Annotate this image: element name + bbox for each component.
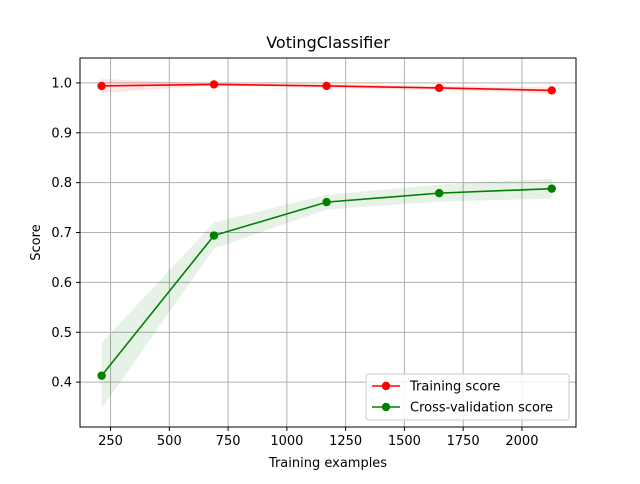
plot-frame: [79, 57, 577, 428]
x-axis-label: Training examples: [268, 456, 387, 471]
x-tick-label: 1500: [388, 434, 421, 449]
x-tick-label: 1250: [329, 434, 362, 449]
legend-label: Cross-validation score: [410, 401, 553, 416]
y-tick-label: 0.9: [51, 126, 72, 141]
x-tick-label: 1750: [447, 434, 480, 449]
legend: Training score Cross-validation score: [365, 373, 570, 421]
data-point: [209, 231, 219, 240]
y-tick-label: 0.8: [51, 176, 72, 191]
y-tick-label: 0.6: [51, 276, 72, 291]
y-tick-label: 0.7: [51, 226, 72, 241]
legend-box: [365, 373, 570, 421]
data-point: [322, 81, 331, 91]
data-point: [434, 188, 444, 198]
data-point: [434, 83, 444, 93]
y-tick-label: 0.5: [51, 326, 72, 341]
data-point: [547, 86, 556, 95]
y-axis-label: Score: [29, 224, 44, 260]
x-tick-label: 500: [157, 434, 182, 449]
series-points: [97, 80, 556, 380]
y-tick-label: 0.4: [51, 376, 72, 391]
x-tick-label: 2000: [505, 434, 538, 449]
legend-label: Training score: [409, 380, 500, 395]
chart-title: VotingClassifier: [266, 33, 390, 52]
x-tick-label: 250: [98, 434, 123, 449]
x-tick-label: 1000: [270, 434, 303, 449]
legend-marker: [381, 402, 391, 412]
x-tick-label: 750: [216, 434, 241, 449]
data-point: [97, 371, 106, 380]
y-tick-label: 1.0: [51, 76, 72, 91]
legend-marker: [381, 381, 391, 391]
y-axis-ticks: 0.4 0.5 0.6 0.7 0.8 0.9 1.0: [51, 76, 80, 391]
data-point: [97, 81, 106, 91]
data-point: [209, 80, 219, 89]
data-point: [547, 184, 556, 193]
x-axis-ticks: 250 500 750 1000 1250 1500 1750 2000: [98, 427, 538, 449]
data-point: [322, 197, 331, 207]
